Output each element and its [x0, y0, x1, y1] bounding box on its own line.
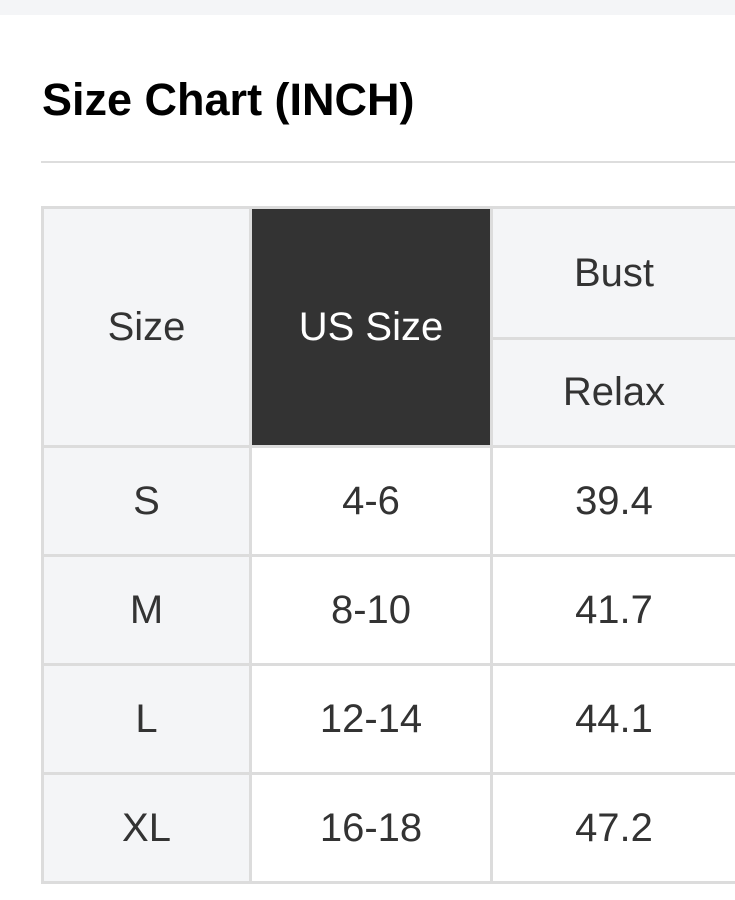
size-cell: M	[41, 554, 252, 666]
table-row: XL 16-18 47.2	[41, 772, 735, 884]
us-size-cell: 8-10	[249, 554, 493, 666]
us-size-cell: 16-18	[249, 772, 493, 884]
header-size: Size	[41, 206, 252, 448]
bust-cell: 44.1	[490, 663, 735, 775]
us-size-cell: 12-14	[249, 663, 493, 775]
table-row: S 4-6 39.4	[41, 445, 735, 557]
divider	[41, 161, 735, 163]
us-size-cell: 4-6	[249, 445, 493, 557]
header-us-size: US Size	[249, 206, 493, 448]
table-row: M 8-10 41.7	[41, 554, 735, 666]
bust-cell: 39.4	[490, 445, 735, 557]
size-chart-table: Size US Size Bust Relax S 4-6 39.4 M 8-1…	[41, 206, 735, 884]
header-row: Size US Size Bust	[41, 206, 735, 448]
size-cell: S	[41, 445, 252, 557]
page-title: Size Chart (INCH)	[42, 74, 415, 125]
table-row: L 12-14 44.1	[41, 663, 735, 775]
header-subrow: Relax	[43, 337, 735, 448]
header-relax: Relax	[490, 337, 735, 448]
size-cell: L	[41, 663, 252, 775]
size-cell: XL	[41, 772, 252, 884]
header-bust: Bust	[490, 206, 735, 340]
bust-cell: 47.2	[490, 772, 735, 884]
bust-cell: 41.7	[490, 554, 735, 666]
top-bar	[0, 0, 735, 15]
